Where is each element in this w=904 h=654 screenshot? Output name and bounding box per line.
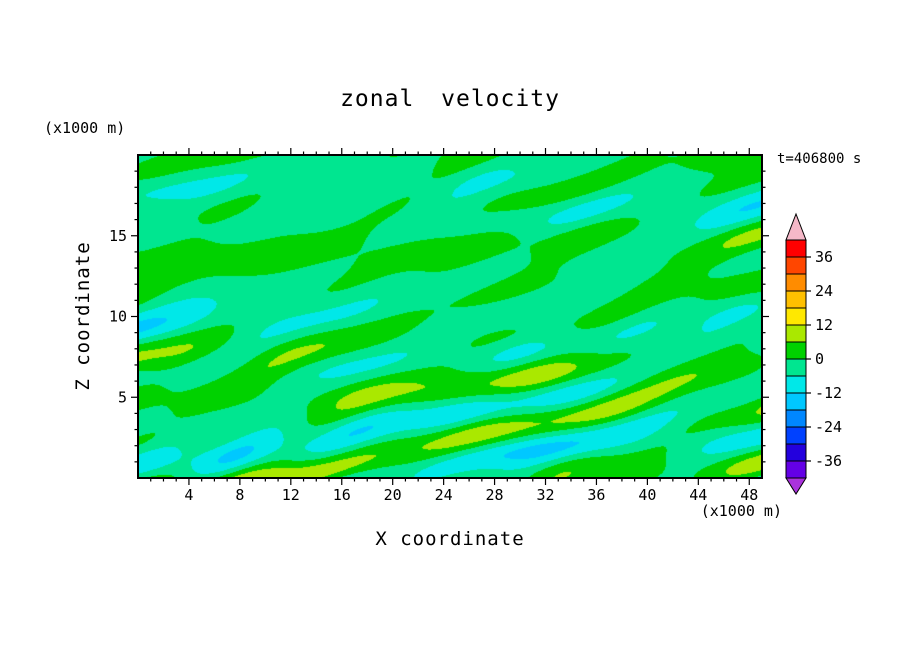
colorbar-under-arrow bbox=[785, 477, 807, 495]
y-axis-unit-label: (x1000 m) bbox=[44, 119, 126, 137]
x-axis-unit-label: (x1000 m) bbox=[700, 502, 782, 520]
colorbar-tick-label: 12 bbox=[815, 316, 833, 334]
colorbar-segment bbox=[785, 443, 807, 462]
x-axis-title: X coordinate bbox=[375, 528, 525, 550]
x-tick-label: 32 bbox=[536, 486, 554, 504]
x-tick-label: 16 bbox=[333, 486, 351, 504]
colorbar-segment bbox=[785, 409, 807, 428]
colorbar-segment bbox=[785, 290, 807, 309]
x-tick-label: 36 bbox=[587, 486, 605, 504]
colorbar-tick-label: 24 bbox=[815, 282, 833, 300]
colorbar-tick-label: -36 bbox=[815, 452, 842, 470]
colorbar-segment bbox=[785, 239, 807, 258]
x-tick-label: 8 bbox=[235, 486, 244, 504]
colorbar-tick-label: 0 bbox=[815, 350, 824, 368]
x-tick-label: 4 bbox=[184, 486, 193, 504]
colorbar-segment bbox=[785, 273, 807, 292]
x-tick-label: 28 bbox=[486, 486, 504, 504]
colorbar-segment bbox=[785, 256, 807, 275]
timestamp-label: t=406800 s bbox=[777, 151, 862, 167]
colorbar-segment bbox=[785, 375, 807, 394]
y-axis-title: Z coordinate bbox=[72, 241, 94, 391]
x-tick-label: 20 bbox=[384, 486, 402, 504]
contour-field-canvas bbox=[138, 155, 762, 478]
colorbar-segment bbox=[785, 307, 807, 326]
colorbar-over-arrow bbox=[785, 212, 807, 241]
z-tick-label: 5 bbox=[118, 388, 127, 406]
colorbar-segment bbox=[785, 341, 807, 360]
z-tick-label: 10 bbox=[109, 308, 127, 326]
colorbar-segment bbox=[785, 358, 807, 377]
x-tick-label: 24 bbox=[435, 486, 453, 504]
colorbar-tick-label: -12 bbox=[815, 384, 842, 402]
z-tick-label: 15 bbox=[109, 227, 127, 245]
colorbar-segment bbox=[785, 426, 807, 445]
colorbar-segment bbox=[785, 324, 807, 343]
chart-title: zonal velocity bbox=[340, 86, 560, 112]
colorbar-segment bbox=[785, 392, 807, 411]
colorbar-tick-label: -24 bbox=[815, 418, 842, 436]
x-tick-label: 12 bbox=[282, 486, 300, 504]
colorbar-tick-label: 36 bbox=[815, 248, 833, 266]
colorbar-segment bbox=[785, 460, 807, 479]
